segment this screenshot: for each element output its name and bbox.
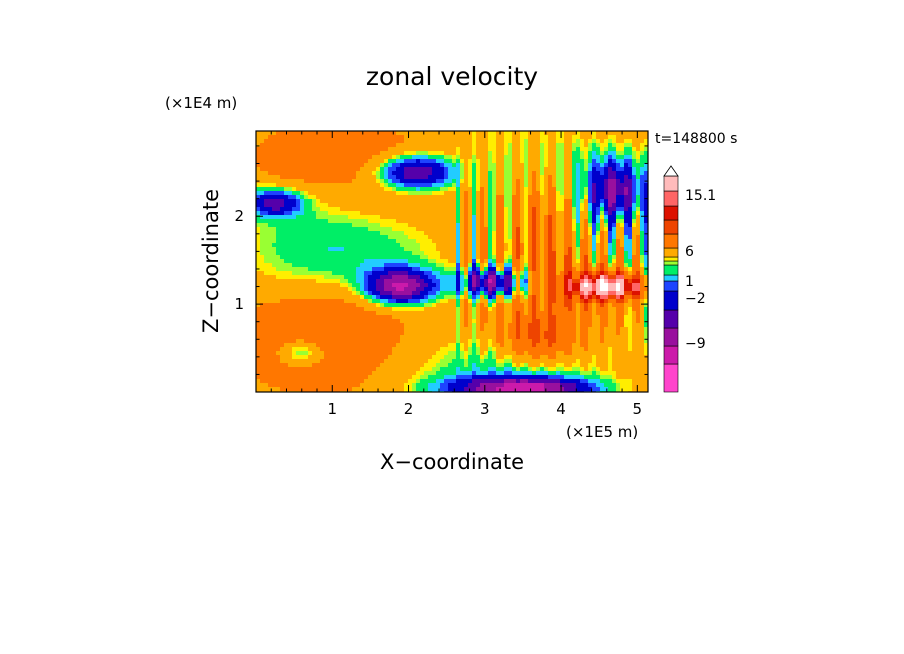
colorbar-swatch [663, 345, 679, 365]
y-unit-label: (×1E4 m) [165, 94, 237, 112]
colorbar-swatch [663, 260, 679, 266]
colorbar-swatch [663, 247, 679, 258]
colorbar-swatch [663, 175, 679, 192]
x-unit-label: (×1E5 m) [566, 423, 638, 441]
x-tick-label: 4 [556, 400, 566, 418]
colorbar-tick-label: −9 [685, 336, 706, 352]
colorbar-tick-label: 15.1 [685, 188, 716, 204]
chart-title: zonal velocity [366, 62, 538, 91]
y-tick-label: 2 [234, 207, 244, 225]
x-axis-title: X−coordinate [380, 450, 524, 474]
colorbar-tick-label: −2 [685, 291, 706, 307]
plot-frame [255, 130, 649, 393]
y-axis: 12 [234, 145, 648, 375]
colorbar-tick-label: 1 [685, 274, 694, 290]
colorbar-swatch [663, 205, 679, 221]
x-tick-label: 1 [327, 400, 337, 418]
x-tick-label: 2 [404, 400, 414, 418]
colorbar-swatch [663, 280, 679, 292]
y-axis-title: Z−coordinate [199, 189, 223, 333]
colorbar-swatch [663, 274, 679, 282]
colorbar-swatch [663, 290, 679, 311]
colorbar-swatch [663, 363, 679, 393]
colorbar-swatch [663, 219, 679, 235]
colorbar-swatch [663, 233, 679, 249]
colorbar-swatch [663, 264, 679, 276]
colorbar-swatch [663, 327, 679, 347]
colorbar-swatch [663, 309, 679, 329]
colorbar: 15.1 6 1−2 −9 [663, 165, 716, 393]
x-tick-label: 5 [633, 400, 643, 418]
colorbar-swatch [663, 190, 679, 207]
time-label: t=148800 s [655, 131, 737, 147]
x-axis: 1 2 3 4 5 [270, 131, 643, 418]
x-tick-label: 3 [480, 400, 490, 418]
colorbar-max-arrow [663, 165, 679, 177]
colorbar-tick-label: 6 [685, 244, 694, 260]
colorbar-swatch [663, 256, 679, 262]
y-tick-label: 1 [234, 295, 244, 313]
contour-field [256, 131, 648, 392]
